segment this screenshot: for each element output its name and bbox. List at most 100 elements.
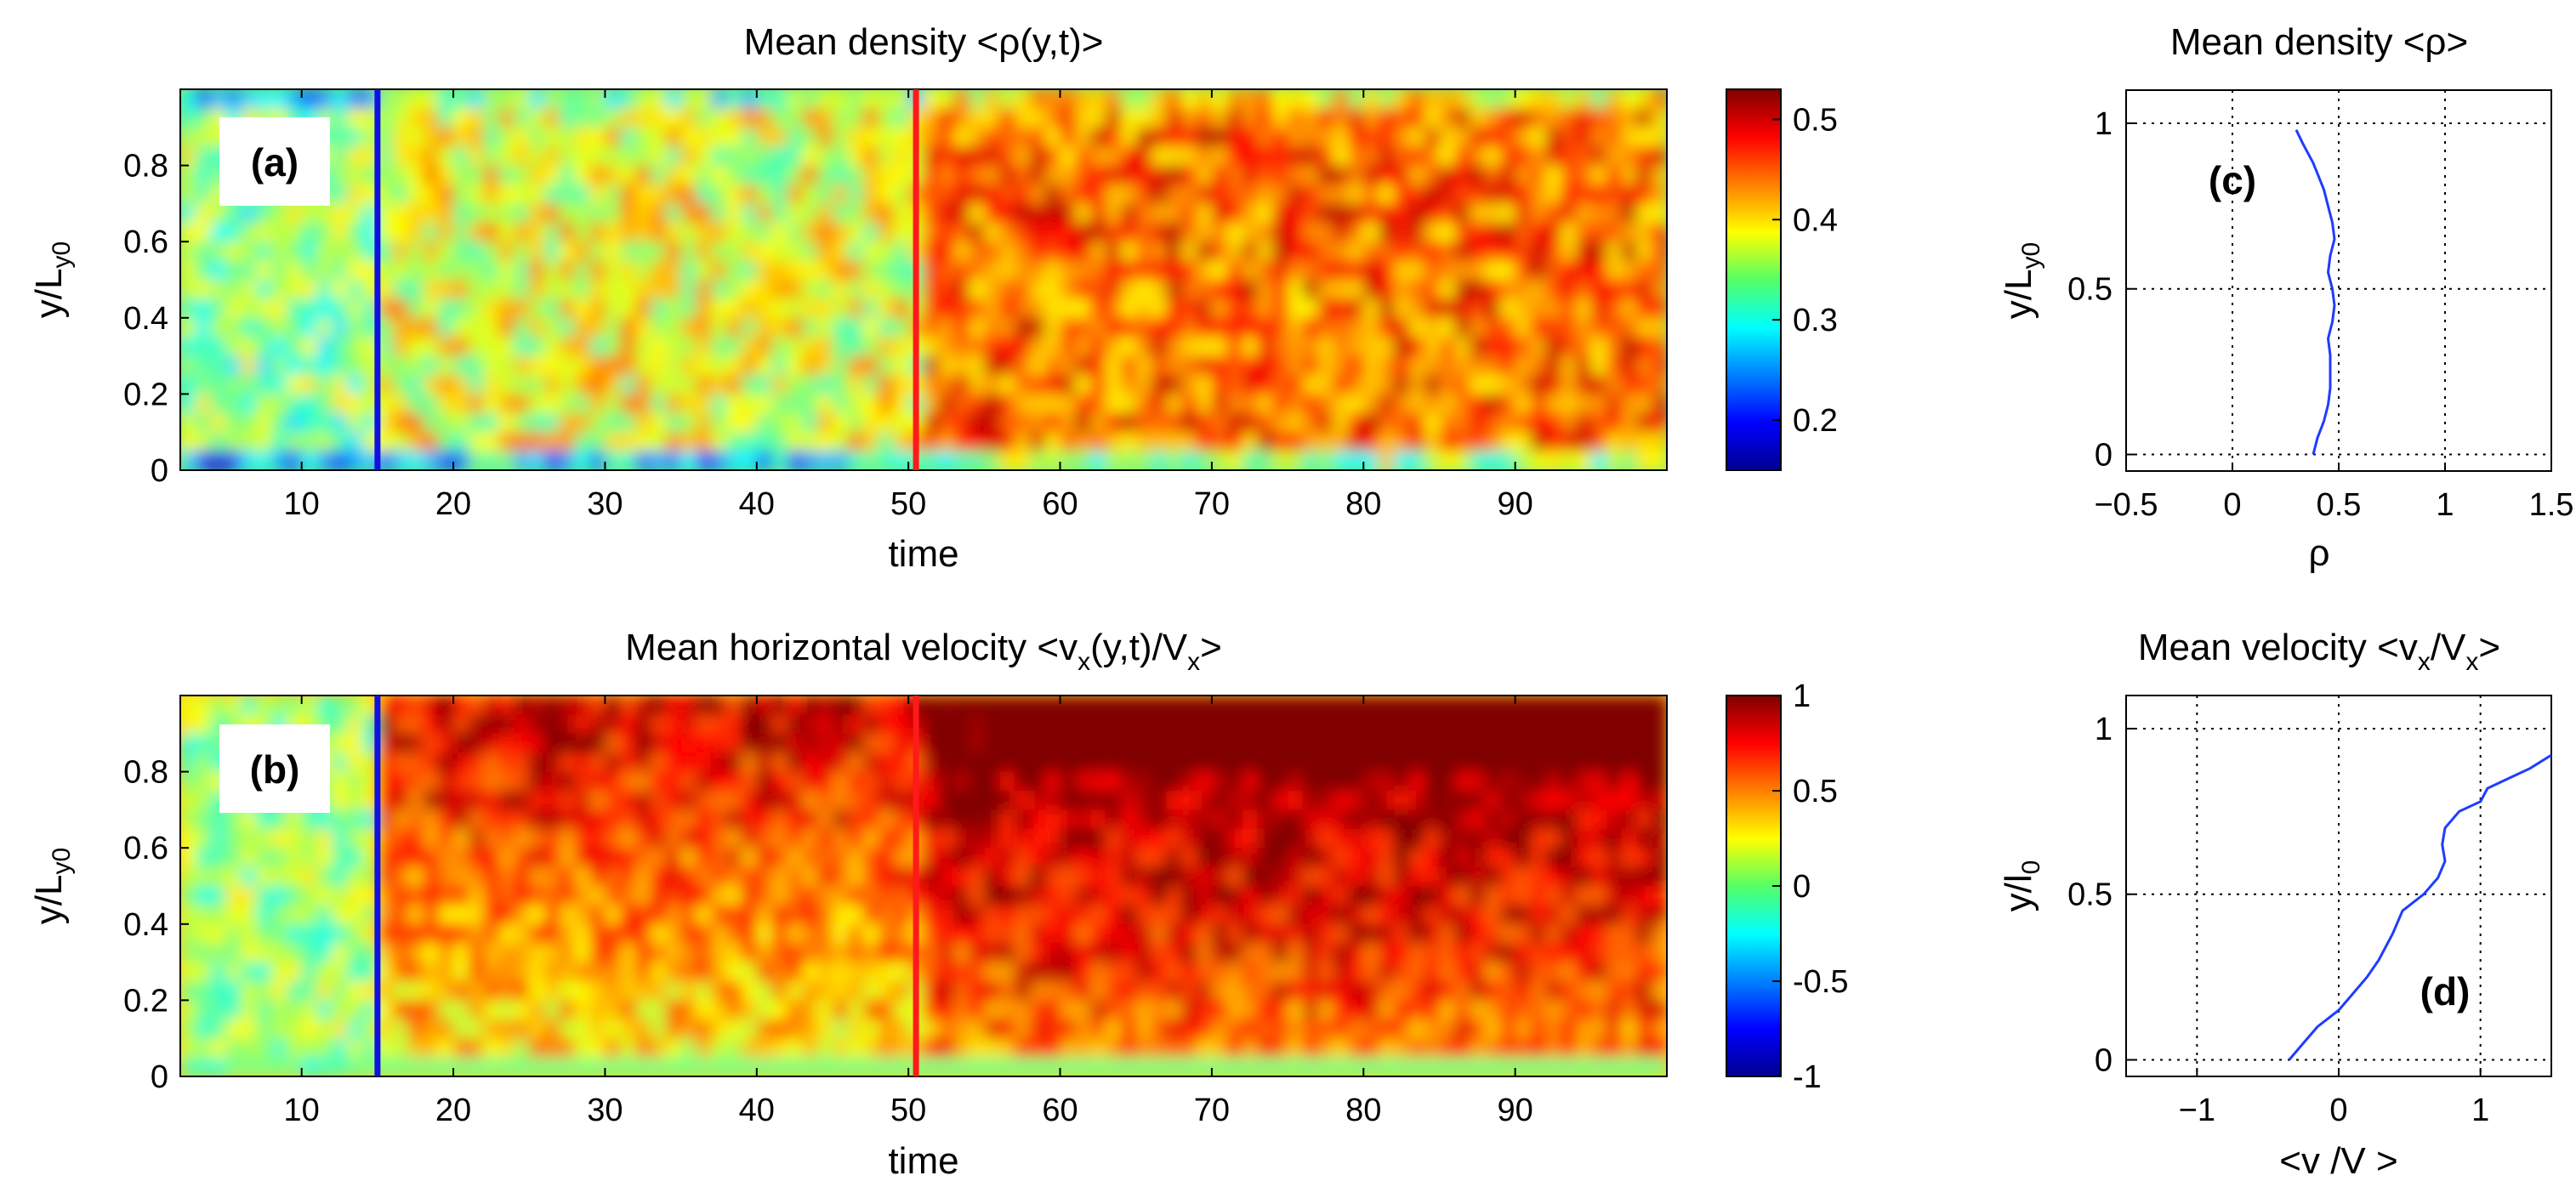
heatmap-a-cell <box>195 222 212 243</box>
heatmap-a-cell <box>438 89 454 110</box>
heatmap-b-cell <box>241 905 258 925</box>
heatmap-b-cell <box>1545 696 1562 716</box>
heatmap-b-cell <box>316 905 333 925</box>
heatmap-b-cell <box>1652 733 1667 754</box>
heatmap-b-cell <box>271 1019 287 1040</box>
heatmap-b-cell <box>1636 981 1653 1002</box>
heatmap-a-cell <box>1120 108 1137 128</box>
heatmap-b-cell <box>1515 809 1532 830</box>
heatmap-b-cell <box>833 923 849 945</box>
heatmap-a-cell <box>969 432 986 452</box>
heatmap-a-cell <box>1606 451 1623 470</box>
heatmap-b-cell <box>862 962 879 982</box>
heatmap-b-cell <box>1530 771 1547 792</box>
heatmap-a-cell <box>1363 165 1380 185</box>
heatmap-a-cell <box>1197 260 1213 281</box>
heatmap-a-cell <box>1424 203 1441 224</box>
heatmap-b-cell <box>1181 943 1197 963</box>
heatmap-a-cell <box>771 337 788 357</box>
heatmap-a-cell <box>1166 89 1183 110</box>
heatmap-b-cell <box>438 696 454 716</box>
heatmap-b-cell <box>1060 981 1077 1002</box>
heatmap-a-cell <box>893 146 910 167</box>
heatmap-a-cell <box>438 260 454 281</box>
heatmap-b-cell <box>1454 809 1471 830</box>
heatmap-a-cell <box>407 412 424 434</box>
heatmap-b-cell <box>514 981 531 1002</box>
heatmap-b-cell <box>635 714 651 735</box>
heatmap-b-cell <box>620 752 637 773</box>
heatmap-b-cell <box>1015 1019 1031 1040</box>
heatmap-a-cell <box>1317 185 1334 205</box>
heatmap-b-cell <box>696 943 713 963</box>
heatmap-a-cell <box>1408 222 1425 243</box>
heatmap-b-cell <box>1226 1019 1243 1040</box>
heatmap-a-cell <box>256 222 272 243</box>
heatmap-b-cell <box>1408 714 1425 735</box>
heatmap-a-cell <box>271 375 287 395</box>
heatmap-b-cell <box>605 791 622 811</box>
heatmap-a-cell <box>1590 451 1607 470</box>
heatmap-b-cell <box>1652 1000 1667 1020</box>
heatmap-a-cell <box>377 165 394 185</box>
heatmap-b-cell <box>1590 752 1607 773</box>
heatmap-a-cell <box>574 394 591 414</box>
panel-d-tag: (d) <box>2420 969 2471 1013</box>
heatmap-b-cell <box>1636 809 1653 830</box>
heatmap-b-cell <box>1226 771 1243 792</box>
heatmap-b-cell <box>1485 981 1501 1002</box>
heatmap-a-cell <box>559 355 576 376</box>
heatmap-b-cell <box>1075 771 1092 792</box>
heatmap-a-cell <box>1652 375 1667 395</box>
heatmap-a-cell <box>453 298 469 319</box>
heatmap-a-cell <box>620 127 637 148</box>
heatmap-b-cell <box>1576 962 1592 982</box>
heatmap-b-cell <box>225 1057 242 1076</box>
heatmap-b-cell <box>347 696 363 716</box>
heatmap-a-cell <box>589 451 606 470</box>
heatmap-a-cell <box>195 355 212 376</box>
heatmap-a-cell <box>742 108 758 128</box>
heatmap-b-cell <box>1090 848 1106 868</box>
heatmap-b-cell <box>742 733 758 754</box>
heatmap-b-cell <box>1120 923 1137 945</box>
heatmap-a-cell <box>680 280 697 300</box>
heatmap-b-cell <box>1499 733 1516 754</box>
heatmap-b-cell <box>1333 981 1350 1002</box>
heatmap-b-cell <box>1499 771 1516 792</box>
heatmap-b-cell <box>742 1057 758 1076</box>
heatmap-b-cell <box>833 886 849 906</box>
heatmap-b-cell <box>423 1038 440 1059</box>
heatmap-a-cell <box>362 298 378 319</box>
heatmap-a-cell <box>1561 412 1577 434</box>
heatmap-a-cell <box>1363 108 1380 128</box>
heatmap-a-cell <box>1545 203 1562 224</box>
heatmap-b-cell <box>1424 886 1441 906</box>
heatmap-b-cell <box>1302 1000 1319 1020</box>
heatmap-a-cell <box>1015 451 1031 470</box>
heatmap-b-cell <box>256 886 272 906</box>
heatmap-b-cell <box>1288 733 1304 754</box>
heatmap-b-cell <box>544 791 560 811</box>
heatmap-b-cell <box>1363 809 1380 830</box>
heatmap-b-cell <box>256 981 272 1002</box>
heatmap-a-cell <box>1470 146 1486 167</box>
heatmap-a-cell <box>1197 165 1213 185</box>
heatmap-b-cell <box>711 981 728 1002</box>
panel-c-grid <box>2125 90 2552 471</box>
heatmap-a-cell <box>620 260 637 281</box>
heatmap-a-cell <box>392 241 409 262</box>
heatmap-a-cell <box>589 298 606 319</box>
heatmap-a-cell <box>1576 432 1592 452</box>
heatmap-a-cell <box>1454 412 1471 434</box>
heatmap-b-cell <box>650 1019 667 1040</box>
heatmap-b-cell <box>1485 696 1501 716</box>
heatmap-b-cell <box>665 905 682 925</box>
heatmap-a-cell <box>195 317 212 338</box>
heatmap-a-cell <box>680 241 697 262</box>
heatmap-b-cell <box>1333 714 1350 735</box>
heatmap-b-cell <box>1561 1019 1577 1040</box>
heatmap-b-cell <box>1242 886 1259 906</box>
heatmap-a-cell <box>1621 394 1638 414</box>
heatmap-a-cell <box>286 432 303 452</box>
